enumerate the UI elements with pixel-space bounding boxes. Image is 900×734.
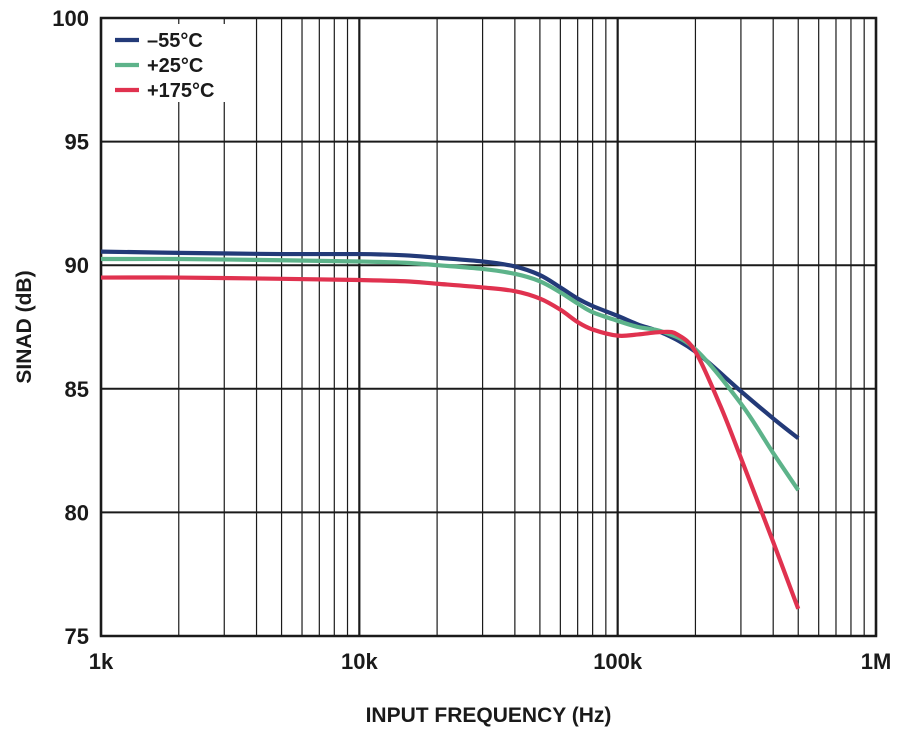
x-tick-label: 10k xyxy=(341,649,378,674)
x-tick-label: 100k xyxy=(593,649,643,674)
legend: –55°C +25°C +175°C xyxy=(108,24,226,102)
y-tick-label: 75 xyxy=(65,624,89,649)
y-tick-label: 90 xyxy=(65,253,89,278)
minor-gridlines xyxy=(178,18,865,636)
y-tick-label: 80 xyxy=(65,500,89,525)
series-lines xyxy=(100,249,801,610)
series-line-plus175c xyxy=(100,275,801,610)
y-tick-label: 85 xyxy=(65,377,89,402)
x-tick-label: 1k xyxy=(89,649,114,674)
legend-label: +175°C xyxy=(147,80,215,102)
x-tick-labels: 1k 10k 100k 1M xyxy=(89,649,892,674)
y-tick-label: 100 xyxy=(52,6,89,31)
y-tick-labels: 75 80 85 90 95 100 xyxy=(52,6,89,649)
legend-label: –55°C xyxy=(147,30,203,52)
plot-frame xyxy=(99,16,878,638)
legend-label: +25°C xyxy=(147,55,203,77)
x-tick-label: 1M xyxy=(861,649,892,674)
y-tick-label: 95 xyxy=(65,130,89,155)
major-gridlines xyxy=(99,17,878,637)
y-axis-title: SINAD (dB) xyxy=(13,270,36,383)
x-axis-title: INPUT FREQUENCY (Hz) xyxy=(366,704,612,727)
series-line-plus25c xyxy=(100,256,800,492)
